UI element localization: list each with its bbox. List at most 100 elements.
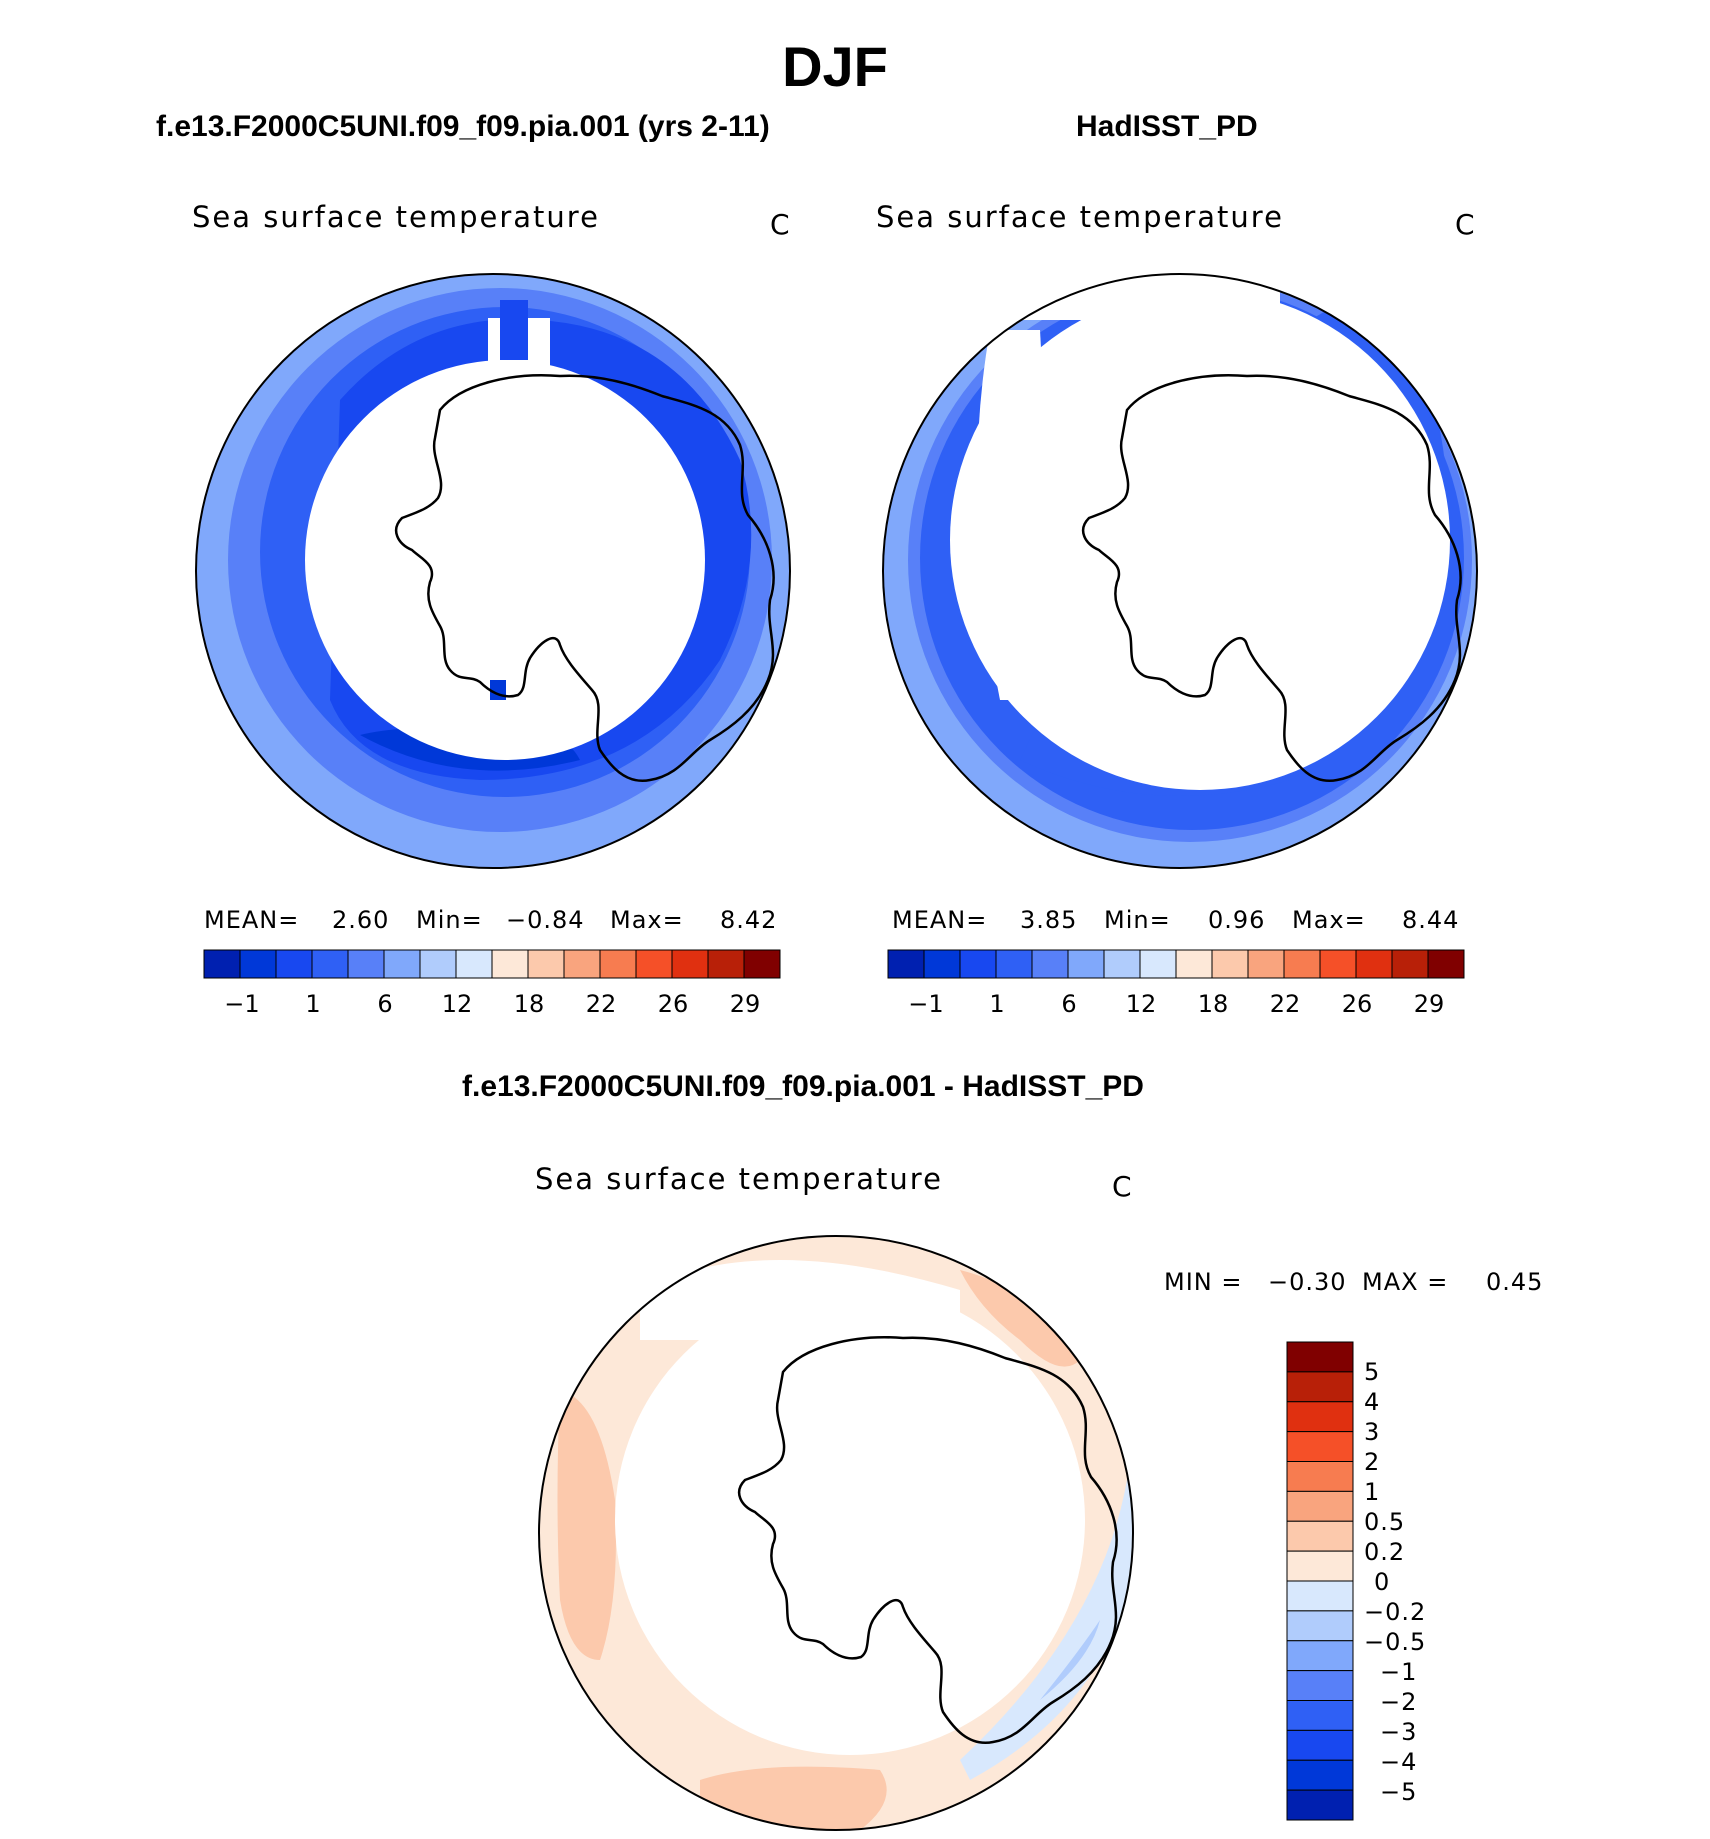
colorbar-tick: 12 xyxy=(1125,990,1157,1018)
colorbar-swatch xyxy=(563,949,601,979)
max-label-model: Max= xyxy=(610,906,684,934)
colorbar-swatch xyxy=(1355,949,1393,979)
map-boundary-obs xyxy=(882,273,1478,869)
colorbar-swatch xyxy=(347,949,385,979)
colorbar-swatch xyxy=(743,949,781,979)
map-sea-ice-north xyxy=(960,274,1280,320)
panel-title-diff: f.e13.F2000C5UNI.f09_f09.pia.001 - HadIS… xyxy=(462,1070,1144,1103)
min-value-obs: 0.96 xyxy=(1208,906,1266,934)
colorbar-tick: 12 xyxy=(441,990,473,1018)
colorbar-swatch xyxy=(1286,1371,1354,1403)
colorbar-tick: 0.2 xyxy=(1364,1538,1406,1566)
map-sea-ice-north xyxy=(640,1260,960,1340)
map-diff-positive-south xyxy=(700,1766,887,1830)
colorbar-tick: 1 xyxy=(989,990,1005,1018)
colorbar-swatch xyxy=(1286,1640,1354,1672)
colorbar-model xyxy=(203,949,781,979)
colorbar-swatch xyxy=(1286,1759,1354,1791)
map-boundary-diff xyxy=(538,1235,1134,1831)
colorbar-swatch xyxy=(1319,949,1357,979)
colorbar-swatch xyxy=(491,949,529,979)
colorbar-swatch xyxy=(527,949,565,979)
colorbar-tick: −1 xyxy=(224,990,260,1018)
colorbar-swatch xyxy=(1391,949,1429,979)
units-label-obs: C xyxy=(1455,208,1475,241)
mean-value-model: 2.60 xyxy=(332,906,390,934)
colorbar-tick: −1 xyxy=(1380,1658,1418,1686)
colorbar-tick: 1 xyxy=(1364,1478,1381,1506)
colorbar-swatch xyxy=(203,949,241,979)
colorbar-swatch xyxy=(671,949,709,979)
map-diff-negative-east xyxy=(960,1460,1133,1780)
map-sea-ice xyxy=(615,1285,1085,1755)
variable-label-diff: Sea surface temperature xyxy=(535,1162,943,1196)
map-sea-ice-west xyxy=(977,330,1060,700)
max-value-obs: 8.44 xyxy=(1402,906,1460,934)
colorbar-swatch xyxy=(1286,1789,1354,1821)
colorbar-swatch xyxy=(239,949,277,979)
sst-map-diff xyxy=(539,1236,1133,1830)
colorbar-swatch xyxy=(1286,1341,1354,1373)
sst-map-obs xyxy=(883,274,1477,868)
colorbar-swatch xyxy=(1286,1610,1354,1642)
colorbar-swatch xyxy=(275,949,313,979)
colorbar-swatch xyxy=(383,949,421,979)
colorbar-tick: −3 xyxy=(1380,1718,1418,1746)
units-label-model: C xyxy=(770,208,790,241)
colorbar-swatch xyxy=(1286,1490,1354,1522)
panel-title-model: f.e13.F2000C5UNI.f09_f09.pia.001 (yrs 2-… xyxy=(156,110,770,143)
colorbar-swatch xyxy=(1286,1580,1354,1612)
map-sea-ice xyxy=(305,360,705,760)
colorbar-swatch xyxy=(1427,949,1465,979)
max-value-model: 8.42 xyxy=(720,906,778,934)
colorbar-swatch xyxy=(311,949,349,979)
max-label-obs: Max= xyxy=(1292,906,1366,934)
colorbar-tick: 3 xyxy=(1364,1418,1381,1446)
colorbar-swatch xyxy=(419,949,457,979)
colorbar-swatch xyxy=(1211,949,1249,979)
colorbar-tick: 5 xyxy=(1364,1358,1381,1386)
colorbar-tick: −2 xyxy=(1380,1688,1418,1716)
colorbar-swatch xyxy=(1286,1729,1354,1761)
colorbar-swatch xyxy=(1175,949,1213,979)
colorbar-tick: 0 xyxy=(1374,1568,1391,1596)
max-label-diff: MAX = xyxy=(1362,1268,1449,1296)
map-diff-positive-northeast xyxy=(960,1270,1080,1367)
colorbar-tick: −0.2 xyxy=(1364,1598,1427,1626)
panel-title-obs: HadISST_PD xyxy=(1076,110,1258,143)
colorbar-swatch xyxy=(959,949,997,979)
variable-label-obs: Sea surface temperature xyxy=(876,200,1284,234)
colorbar-swatch xyxy=(995,949,1033,979)
colorbar-swatch xyxy=(1286,1700,1354,1731)
colorbar-tick: 18 xyxy=(513,990,545,1018)
colorbar-swatch xyxy=(1286,1461,1354,1492)
colorbar-swatch xyxy=(1031,949,1069,979)
map-ice-tongue xyxy=(500,300,528,360)
min-label-diff: MIN = xyxy=(1164,1268,1243,1296)
colorbar-swatch xyxy=(707,949,745,979)
colorbar-tick: 1 xyxy=(305,990,321,1018)
colorbar-obs xyxy=(887,949,1465,979)
mean-label-model: MEAN= xyxy=(204,906,300,934)
colorbar-tick: 26 xyxy=(657,990,689,1018)
colorbar-diff xyxy=(1286,1341,1354,1821)
colorbar-tick: −0.5 xyxy=(1364,1628,1427,1656)
colorbar-swatch xyxy=(455,949,493,979)
map-diff-positive-west xyxy=(557,1390,616,1660)
colorbar-swatch xyxy=(923,949,961,979)
min-label-obs: Min= xyxy=(1104,906,1171,934)
colorbar-swatch xyxy=(1286,1670,1354,1701)
colorbar-tick: 26 xyxy=(1341,990,1373,1018)
colorbar-swatch xyxy=(599,949,637,979)
colorbar-tick: 4 xyxy=(1364,1388,1381,1416)
colorbar-swatch xyxy=(1067,949,1105,979)
colorbar-tick: 6 xyxy=(377,990,393,1018)
colorbar-swatch xyxy=(635,949,673,979)
colorbar-tick: 0.5 xyxy=(1364,1508,1406,1536)
colorbar-swatch xyxy=(1139,949,1177,979)
mean-label-obs: MEAN= xyxy=(892,906,988,934)
colorbar-swatch xyxy=(1286,1550,1354,1582)
colorbar-swatch xyxy=(1286,1520,1354,1552)
colorbar-tick: 6 xyxy=(1061,990,1077,1018)
